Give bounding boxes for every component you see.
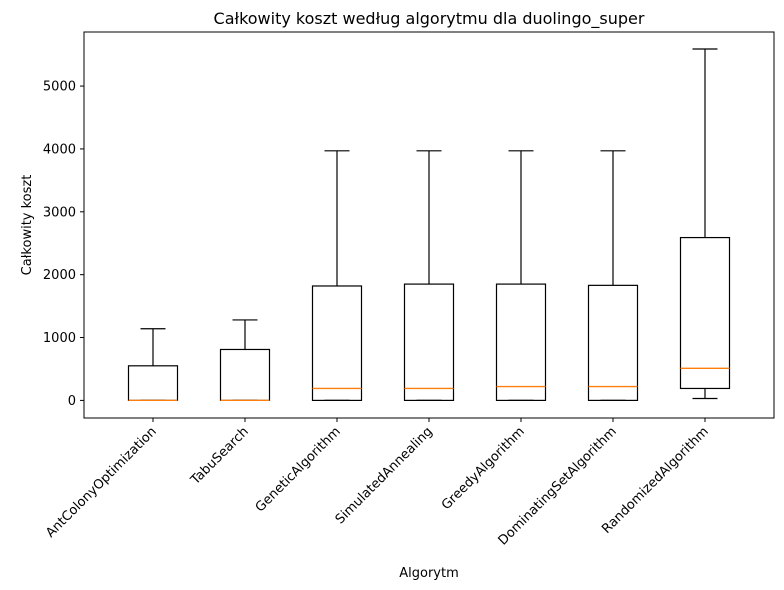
plot-area (127, 48, 731, 402)
y-tick-label: 3000 (43, 205, 76, 220)
y-tick-label: 5000 (43, 80, 76, 95)
x-tick-label: GreedyAlgorithm (439, 424, 528, 513)
iqr-box (127, 365, 179, 401)
chart-title: Całkowity koszt według algorytmu dla duo… (214, 9, 645, 29)
y-axis: 0 1000 2000 3000 4000 5000 (43, 80, 84, 409)
x-tick-label: TabuSearch (188, 424, 252, 488)
box-group (311, 150, 363, 401)
x-tick-label: AntColonyOptimization (43, 424, 160, 541)
iqr-box (587, 284, 639, 401)
iqr-box (219, 348, 271, 401)
x-axis: AntColonyOptimization TabuSearch GeneticAl… (43, 418, 712, 548)
box-group (403, 150, 455, 401)
x-axis-title: Algorytm (399, 566, 459, 581)
x-tick-label: SimulatedAnnealing (333, 424, 436, 527)
box-group (495, 150, 547, 401)
x-tick-label: RandomizedAlgorithm (599, 424, 712, 537)
box-group (127, 328, 179, 402)
box-group (219, 319, 271, 402)
y-tick-label: 2000 (43, 268, 76, 283)
box-group (587, 150, 639, 401)
iqr-box (495, 283, 547, 401)
y-axis-title: Całkowity koszt (20, 175, 35, 276)
y-tick-label: 0 (68, 394, 76, 409)
y-tick-label: 4000 (43, 142, 76, 157)
iqr-box (403, 283, 455, 401)
y-tick-label: 1000 (43, 331, 76, 346)
iqr-box (311, 285, 363, 401)
box-group (679, 48, 731, 400)
x-tick-label: GeneticAlgorithm (253, 424, 344, 515)
iqr-box (679, 236, 731, 390)
